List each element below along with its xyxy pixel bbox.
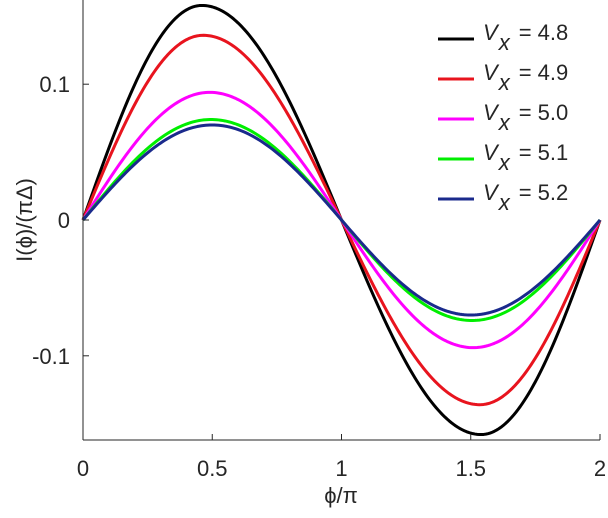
x-tick-label: 0.5 (197, 456, 228, 481)
legend-label-5: Vx = 5.2 (483, 180, 568, 215)
y-tick-label: 0 (58, 208, 70, 233)
y-axis-label: I(ϕ)/(πΔ) (12, 178, 37, 262)
x-tick-label: 1.5 (455, 456, 486, 481)
x-tick-label: 1 (335, 456, 347, 481)
legend-label-2: Vx = 4.9 (483, 60, 568, 95)
y-tick-label: 0.1 (39, 72, 70, 97)
axis-ticks: 0 0.5 1 1.5 2 -0.1 0 0.1 (32, 72, 606, 481)
x-tick-label: 0 (77, 456, 89, 481)
legend-label-1: Vx = 4.8 (483, 20, 568, 55)
x-axis-label: ϕ/π (324, 483, 358, 508)
series-lines (81, 3, 602, 437)
legend: Vx = 4.8 Vx = 4.9 Vx = 5.0 Vx = 5.1 Vx = 5.2 (438, 20, 568, 215)
x-tick-label: 2 (594, 456, 606, 481)
legend-label-3: Vx = 5.0 (483, 100, 568, 135)
legend-label-4: Vx = 5.1 (483, 140, 568, 175)
series-line-5 (81, 123, 602, 317)
y-tick-label: -0.1 (32, 344, 70, 369)
